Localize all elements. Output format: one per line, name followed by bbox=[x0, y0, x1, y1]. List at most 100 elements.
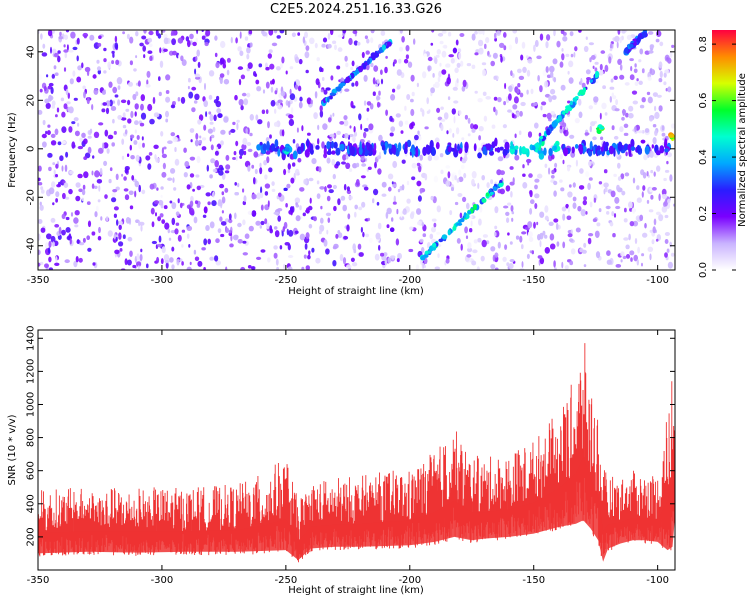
noise-blob bbox=[236, 122, 239, 131]
noise-blob bbox=[61, 126, 67, 133]
noise-blob bbox=[455, 39, 459, 46]
noise-blob bbox=[572, 196, 577, 202]
noise-blob bbox=[575, 159, 579, 167]
noise-blob bbox=[302, 36, 306, 44]
noise-blob bbox=[146, 70, 151, 78]
noise-blob bbox=[241, 92, 247, 97]
colorbar-tick-label: 0.0 bbox=[698, 262, 709, 278]
noise-blob bbox=[237, 222, 242, 228]
noise-blob bbox=[274, 108, 277, 114]
noise-blob bbox=[634, 63, 637, 68]
noise-blob bbox=[585, 211, 588, 215]
noise-blob bbox=[663, 177, 667, 182]
colorbar-tick-label: 0.6 bbox=[698, 93, 709, 109]
noise-blob bbox=[174, 228, 179, 235]
noise-blob bbox=[365, 233, 369, 238]
noise-blob bbox=[358, 206, 363, 211]
noise-blob bbox=[453, 100, 459, 104]
noise-blob bbox=[321, 141, 325, 149]
noise-blob bbox=[65, 151, 69, 158]
noise-blob bbox=[380, 30, 386, 36]
noise-blob bbox=[189, 173, 195, 178]
noise-blob bbox=[594, 61, 599, 65]
colorbar: 0.00.20.40.60.8 Normalized spectral ampl… bbox=[698, 30, 748, 278]
noise-blob bbox=[342, 30, 347, 34]
noise-blob bbox=[177, 37, 184, 44]
noise-blob bbox=[205, 192, 211, 197]
noise-blob bbox=[669, 174, 673, 182]
noise-blob bbox=[271, 188, 276, 192]
noise-blob bbox=[380, 69, 383, 75]
noise-blob bbox=[91, 231, 96, 236]
noise-blob bbox=[287, 163, 291, 170]
noise-blob bbox=[281, 129, 285, 137]
noise-blob bbox=[424, 173, 428, 181]
noise-blob bbox=[641, 191, 644, 198]
noise-blob bbox=[481, 239, 487, 248]
noise-blob bbox=[189, 156, 196, 161]
noise-blob bbox=[641, 68, 645, 74]
noise-blob bbox=[600, 50, 606, 54]
noise-blob bbox=[216, 108, 222, 114]
noise-blob bbox=[215, 238, 220, 244]
noise-blob bbox=[327, 217, 331, 223]
noise-blob bbox=[230, 128, 236, 133]
noise-blob bbox=[433, 222, 437, 228]
noise-blob bbox=[224, 187, 229, 193]
noise-blob bbox=[348, 37, 353, 46]
noise-blob bbox=[482, 234, 488, 238]
noise-blob bbox=[50, 46, 52, 54]
noise-blob bbox=[411, 91, 415, 97]
noise-blob bbox=[583, 242, 587, 248]
noise-blob bbox=[211, 200, 217, 207]
noise-blob bbox=[270, 100, 276, 107]
noise-blob bbox=[416, 180, 422, 187]
noise-blob bbox=[474, 30, 478, 35]
noise-blob bbox=[652, 124, 657, 128]
noise-blob bbox=[320, 217, 324, 224]
noise-blob bbox=[277, 104, 283, 110]
noise-blob bbox=[426, 97, 430, 105]
noise-blob bbox=[422, 71, 427, 79]
noise-blob bbox=[264, 183, 271, 189]
noise-blob bbox=[164, 260, 170, 264]
noise-blob bbox=[72, 70, 76, 77]
noise-blob bbox=[549, 65, 555, 73]
noise-blob bbox=[277, 99, 283, 104]
noise-blob bbox=[247, 265, 252, 269]
noise-blob bbox=[664, 214, 669, 219]
noise-blob bbox=[214, 150, 219, 156]
noise-blob bbox=[92, 155, 95, 159]
noise-blob bbox=[217, 228, 222, 234]
noise-blob bbox=[105, 216, 109, 222]
noise-blob bbox=[347, 213, 351, 220]
noise-blob bbox=[296, 127, 299, 133]
noise-blob bbox=[129, 250, 133, 257]
noise-blob bbox=[430, 42, 434, 46]
noise-blob bbox=[443, 112, 449, 120]
noise-blob bbox=[258, 63, 263, 68]
noise-blob bbox=[349, 168, 353, 173]
noise-blob bbox=[249, 132, 253, 137]
noise-blob bbox=[529, 190, 533, 198]
noise-blob bbox=[561, 206, 567, 212]
noise-blob bbox=[63, 182, 69, 188]
noise-blob bbox=[175, 222, 180, 226]
band-blob bbox=[600, 146, 605, 152]
noise-blob bbox=[568, 184, 572, 188]
noise-blob bbox=[649, 44, 655, 49]
noise-blob bbox=[277, 215, 282, 222]
noise-blob bbox=[294, 56, 300, 64]
band-blob bbox=[397, 142, 402, 152]
spectrogram-frame bbox=[37, 29, 676, 271]
noise-blob bbox=[273, 245, 278, 250]
noise-blob bbox=[143, 30, 147, 34]
noise-blob bbox=[583, 196, 587, 201]
noise-blob bbox=[436, 107, 441, 113]
noise-blob bbox=[342, 133, 345, 138]
noise-blob bbox=[325, 212, 331, 217]
noise-blob bbox=[539, 85, 543, 93]
band-blob bbox=[388, 143, 392, 149]
noise-blob bbox=[260, 249, 266, 253]
band-blob bbox=[292, 150, 298, 160]
